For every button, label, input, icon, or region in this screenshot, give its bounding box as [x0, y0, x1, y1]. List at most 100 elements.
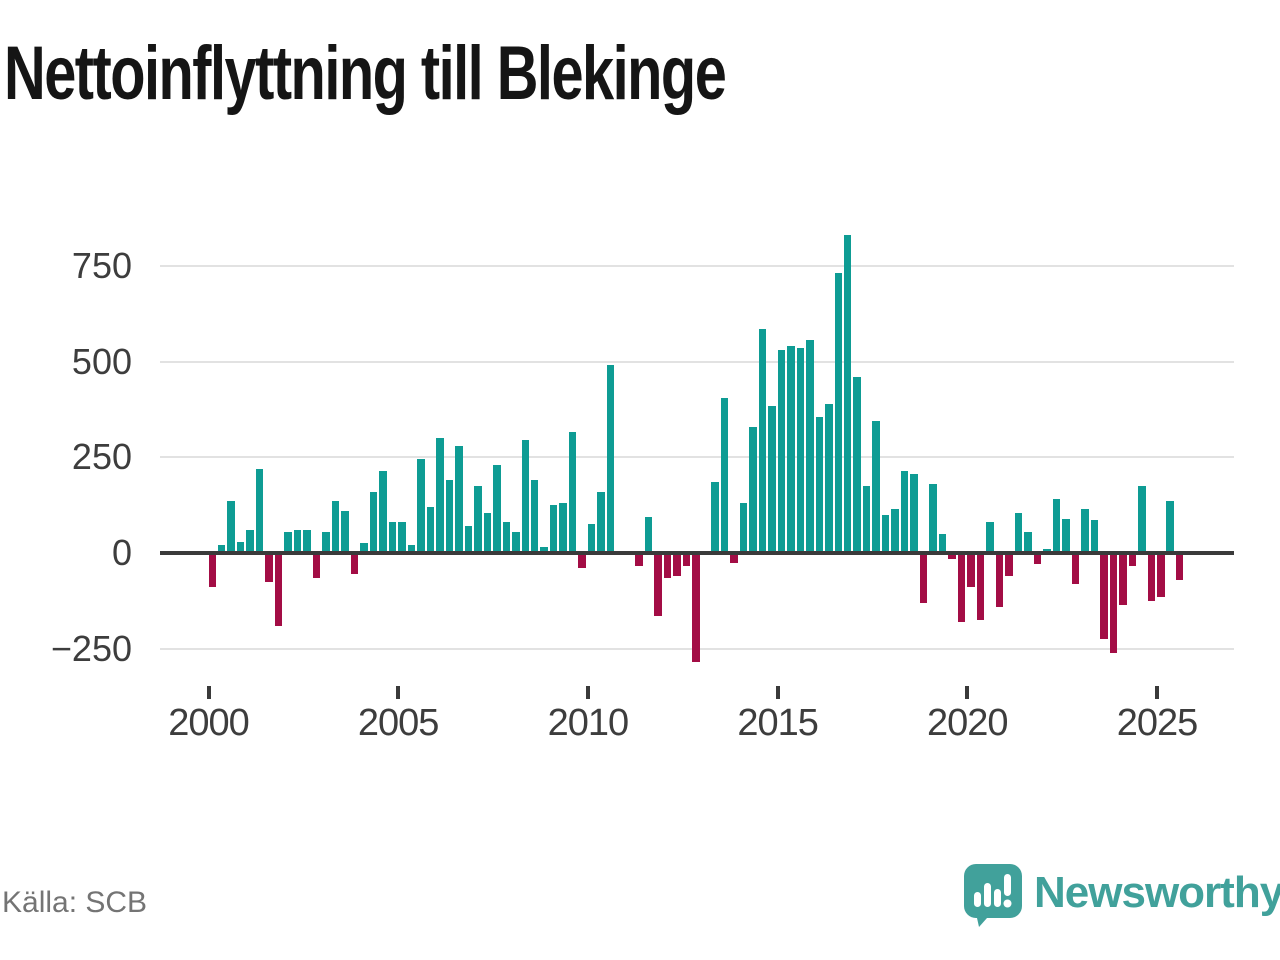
bar-2012-Q3: [682, 553, 691, 567]
bar-2005-Q4: [426, 507, 435, 553]
bar-2001-Q4: [274, 553, 283, 626]
bar-2019-Q2: [938, 533, 947, 553]
bar-2017-Q3: [872, 420, 880, 553]
bar-2008-Q2: [521, 440, 529, 553]
bar-2021-Q3: [1024, 531, 1032, 553]
bar-2007-Q3: [493, 464, 501, 553]
bar-2013-Q4: [730, 553, 738, 563]
bar-2004-Q3: [379, 470, 387, 553]
newsworthy-logo: Newsworthy: [962, 862, 1280, 927]
bar-2004-Q2: [369, 491, 378, 553]
x-tick-2020: [965, 686, 970, 699]
bar-2012-Q4: [692, 553, 700, 663]
bar-2013-Q3: [720, 397, 729, 553]
bar-2008-Q4: [540, 547, 548, 553]
logo-bar-2: [984, 883, 991, 907]
bar-2025-Q2: [1166, 501, 1174, 553]
bar-2021-Q1: [1005, 553, 1013, 576]
bar-2003-Q1: [322, 531, 330, 553]
x-tick-2005: [396, 686, 401, 699]
chart-title: Nettoinflyttning till Blekinge: [4, 31, 727, 116]
bar-2025-Q3: [1175, 553, 1184, 580]
bar-2020-Q3: [986, 522, 994, 553]
bar-2014-Q4: [768, 405, 776, 553]
bar-2010-Q3: [606, 365, 615, 553]
bar-2019-Q4: [957, 553, 966, 622]
newsworthy-logo-text: Newsworthy: [1034, 868, 1280, 917]
bar-2011-Q3: [644, 516, 653, 553]
y-axis-label-250: 250: [71, 436, 132, 478]
zero-axis-line: [160, 551, 1234, 555]
bar-2018-Q4: [919, 553, 928, 603]
bar-2016-Q2: [825, 403, 833, 553]
bar-2019-Q3: [948, 553, 956, 559]
bar-2014-Q1: [739, 503, 748, 553]
bar-2003-Q3: [341, 510, 349, 553]
bar-2023-Q4: [1109, 553, 1118, 653]
source-note: Källa: SCB: [2, 886, 148, 919]
bar-2024-Q3: [1138, 485, 1146, 553]
bar-2022-Q2: [1052, 499, 1061, 553]
bar-2009-Q1: [549, 505, 558, 553]
y-axis-label-750: 750: [71, 244, 132, 286]
bar-2003-Q2: [331, 501, 340, 553]
bar-2012-Q1: [663, 553, 672, 578]
bar-2010-Q2: [597, 491, 605, 553]
bar-2021-Q2: [1014, 512, 1023, 553]
bar-2006-Q4: [464, 526, 473, 553]
bar-2025-Q1: [1157, 553, 1165, 598]
bar-2005-Q3: [417, 459, 425, 553]
bar-2011-Q2: [635, 553, 643, 567]
y-axis-label-0: 0: [111, 532, 132, 573]
bar-2017-Q1: [853, 376, 861, 553]
bar-2018-Q1: [891, 508, 899, 553]
bar-2016-Q3: [834, 273, 842, 553]
bar-2000-Q1: [208, 553, 216, 588]
bar-2019-Q1: [929, 484, 937, 553]
bar-2009-Q3: [568, 432, 577, 553]
bar-2001-Q1: [246, 530, 254, 553]
bar-2017-Q2: [862, 485, 871, 553]
bar-2020-Q1: [967, 553, 975, 588]
logo-bar-1: [974, 892, 981, 907]
bar-2024-Q4: [1147, 553, 1155, 601]
bar-2024-Q2: [1128, 553, 1137, 567]
y-axis-label--250: −250: [50, 627, 132, 669]
bar-2007-Q2: [483, 512, 492, 553]
bar-2018-Q2: [900, 470, 909, 553]
bar-2005-Q1: [398, 522, 406, 553]
bar-2001-Q3: [265, 553, 273, 582]
bar-2015-Q2: [787, 346, 795, 553]
logo-bar-3: [994, 889, 1001, 907]
bar-2011-Q4: [654, 553, 662, 617]
bar-2006-Q3: [455, 445, 463, 553]
bar-2006-Q1: [436, 438, 444, 553]
gridline-500: [160, 360, 1234, 363]
x-tick-2010: [585, 686, 590, 699]
logo-bubble-shape: [964, 864, 1022, 927]
bar-2010-Q1: [587, 524, 596, 553]
bar-2004-Q4: [388, 522, 397, 553]
bar-2017-Q4: [881, 514, 890, 553]
bar-2020-Q4: [995, 553, 1004, 607]
bar-2002-Q4: [312, 553, 321, 578]
bar-2014-Q2: [749, 426, 757, 553]
bar-2009-Q4: [578, 553, 586, 569]
bar-2015-Q4: [806, 340, 814, 553]
bar-2009-Q2: [559, 503, 567, 553]
bar-2007-Q4: [502, 522, 511, 553]
newsworthy-logo-icon: [964, 864, 1022, 927]
bar-2024-Q1: [1119, 553, 1127, 605]
bar-2007-Q1: [474, 485, 482, 553]
bar-2013-Q2: [711, 482, 719, 553]
bar-2004-Q1: [360, 543, 368, 553]
bar-2018-Q3: [910, 474, 918, 553]
x-axis-label-2015: 2015: [737, 702, 819, 744]
y-axis-label-500: 500: [71, 340, 132, 382]
gridline-250: [160, 456, 1234, 459]
x-axis-label-2020: 2020: [927, 702, 1009, 744]
bar-2005-Q2: [407, 545, 416, 553]
x-axis-label-2000: 2000: [168, 702, 250, 744]
logo-exclamation-dot: [1003, 899, 1012, 908]
